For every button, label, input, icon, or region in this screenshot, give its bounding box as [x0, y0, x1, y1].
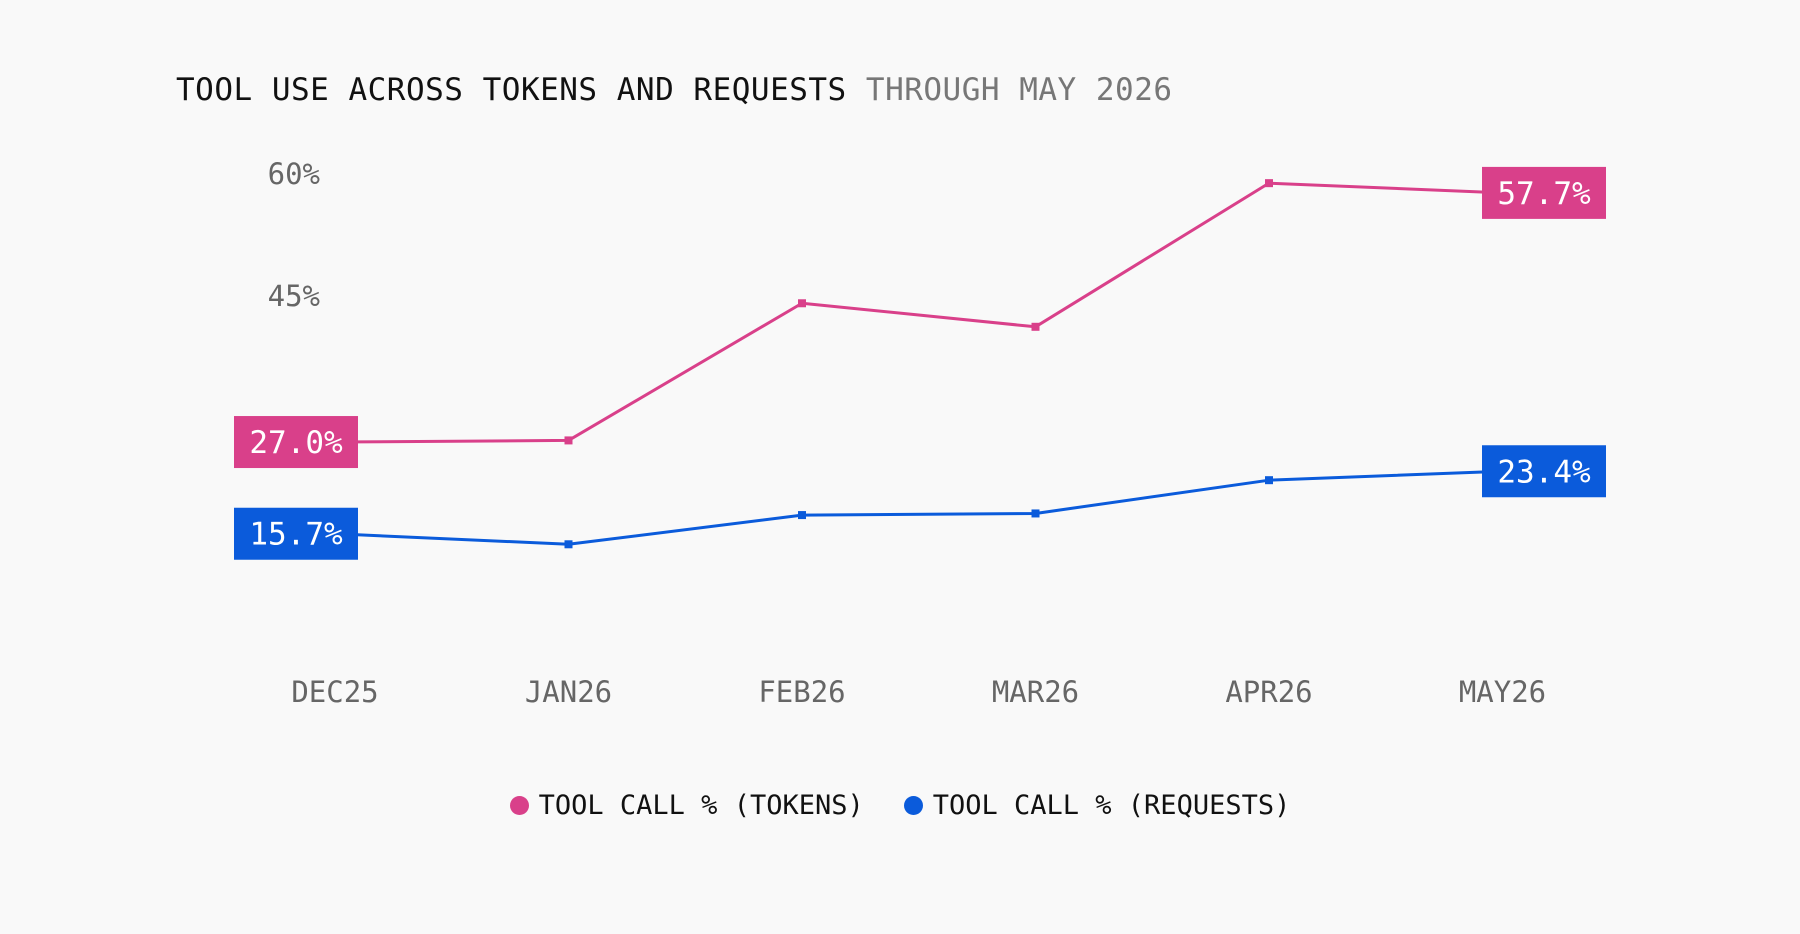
- x-tick-label: JAN26: [525, 675, 612, 709]
- chart-title-main: TOOL USE ACROSS TOKENS AND REQUESTS: [176, 72, 847, 108]
- x-tick-label: MAR26: [992, 675, 1079, 709]
- x-tick-label: DEC25: [291, 675, 378, 709]
- chart-title-sub: THROUGH MAY 2026: [865, 72, 1173, 108]
- data-point: [564, 540, 573, 549]
- data-point: [798, 511, 806, 520]
- start-label-box: [234, 416, 358, 469]
- legend-dot-tokens: [509, 796, 529, 815]
- data-point: [798, 299, 806, 308]
- x-tick-label: FEB26: [758, 675, 845, 709]
- legend: TOOL CALL % (TOKENS) TOOL CALL % (REQUES…: [0, 790, 1800, 821]
- data-point: [1265, 476, 1273, 485]
- y-tick-label: 45%: [268, 279, 320, 313]
- legend-label-tokens: TOOL CALL % (TOKENS): [538, 790, 864, 821]
- chart-title: TOOL USE ACROSS TOKENS AND REQUESTS THRO…: [176, 72, 1173, 108]
- series-line: [333, 181, 1504, 444]
- start-value-label: 15.7%: [249, 517, 343, 553]
- data-point: [564, 436, 573, 445]
- start-label-box: [234, 507, 358, 560]
- data-point: [1265, 179, 1273, 188]
- x-tick-label: APR26: [1225, 675, 1312, 709]
- y-tick-label: 60%: [268, 157, 320, 191]
- legend-dot-requests: [903, 796, 923, 815]
- data-point: [1031, 509, 1040, 518]
- legend-item-tokens: TOOL CALL % (TOKENS): [509, 790, 864, 821]
- data-point: [1031, 322, 1040, 331]
- legend-label-requests: TOOL CALL % (REQUESTS): [932, 790, 1291, 821]
- legend-item-requests: TOOL CALL % (REQUESTS): [903, 790, 1291, 821]
- end-value-label: 57.7%: [1497, 176, 1591, 212]
- end-label-box: [1482, 445, 1606, 498]
- end-value-label: 23.4%: [1497, 454, 1591, 490]
- x-tick-label: MAY26: [1459, 675, 1546, 709]
- end-label-box: [1482, 166, 1606, 219]
- series-line: [333, 469, 1504, 546]
- start-value-label: 27.0%: [249, 425, 343, 461]
